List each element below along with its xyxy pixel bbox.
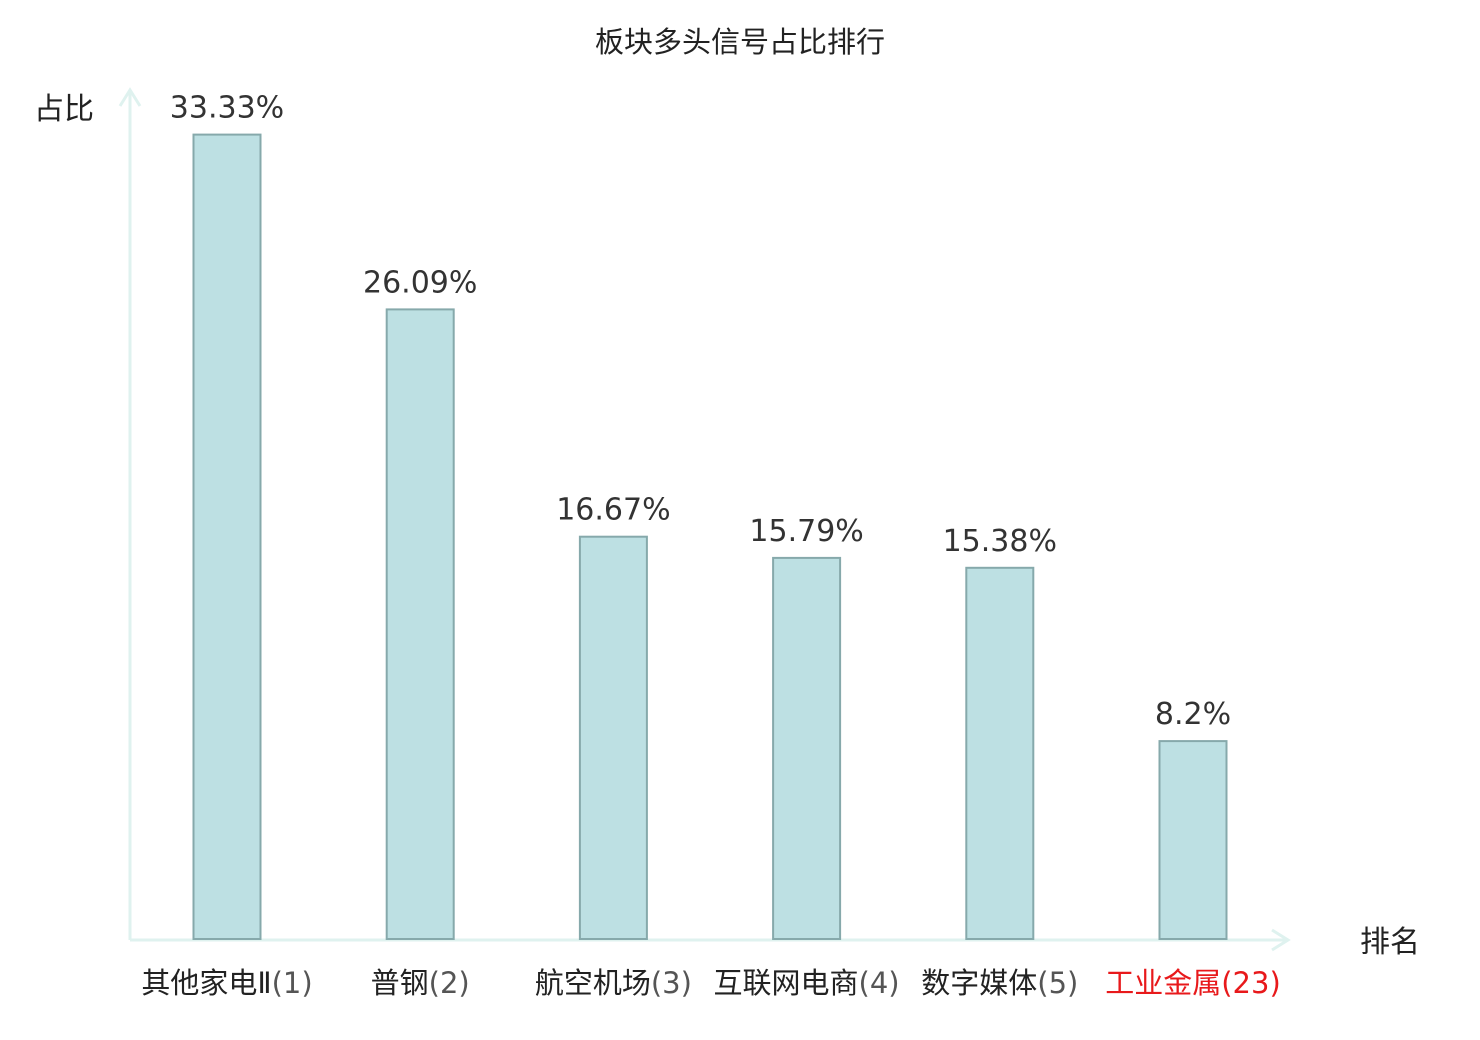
category-label: 工业金属(23) — [1105, 966, 1281, 1000]
category-name: 普钢 — [371, 966, 429, 1000]
category-label: 普钢(2) — [371, 966, 470, 1000]
bar-value-label: 15.79% — [749, 514, 863, 549]
category-rank: (23) — [1221, 966, 1281, 1000]
y-axis: 占比 — [34, 87, 142, 940]
category-rank: (4) — [859, 966, 900, 1000]
bar — [385, 308, 455, 940]
category-name: 其他家电Ⅱ — [141, 966, 271, 1000]
bar — [965, 566, 1035, 940]
category-label: 互联网电商(4) — [714, 966, 900, 1000]
bar-value-label: 33.33% — [170, 91, 284, 126]
category-label: 数字媒体(5) — [921, 966, 1078, 1000]
x-axis: 排名 — [130, 925, 1420, 960]
category-label: 航空机场(3) — [535, 966, 692, 1000]
category-name: 航空机场 — [535, 966, 651, 1000]
chart-title: 板块多头信号占比排行 — [595, 25, 885, 59]
bar — [192, 133, 262, 941]
category-name: 数字媒体 — [921, 966, 1037, 1000]
category-name: 互联网电商 — [714, 966, 859, 1000]
bar — [578, 535, 648, 940]
value-labels: 33.33% 26.09% 16.67% 15.79% 15.38% 8.2% — [170, 91, 1231, 732]
bars — [192, 133, 1228, 941]
bar-value-label: 8.2% — [1155, 697, 1231, 732]
y-axis-arrow-icon — [118, 87, 142, 107]
bar-value-label: 26.09% — [363, 265, 477, 300]
category-rank: (2) — [429, 966, 470, 1000]
category-rank: (5) — [1037, 966, 1078, 1000]
bar-value-label: 16.67% — [556, 493, 670, 528]
category-label: 其他家电Ⅱ(1) — [141, 966, 312, 1000]
category-rank: (3) — [651, 966, 692, 1000]
category-rank: (1) — [272, 966, 313, 1000]
x-axis-arrow-icon — [1271, 928, 1291, 952]
bar — [772, 556, 842, 941]
bar — [1158, 740, 1228, 940]
category-labels: 其他家电Ⅱ(1) 普钢(2) 航空机场(3) 互联网电商(4) 数字媒体(5) 工业金属(… — [141, 966, 1280, 1000]
x-axis-label: 排名 — [1360, 925, 1420, 960]
category-name: 工业金属 — [1105, 966, 1221, 1000]
bar-value-label: 15.38% — [943, 524, 1057, 559]
y-axis-label: 占比 — [34, 92, 94, 127]
